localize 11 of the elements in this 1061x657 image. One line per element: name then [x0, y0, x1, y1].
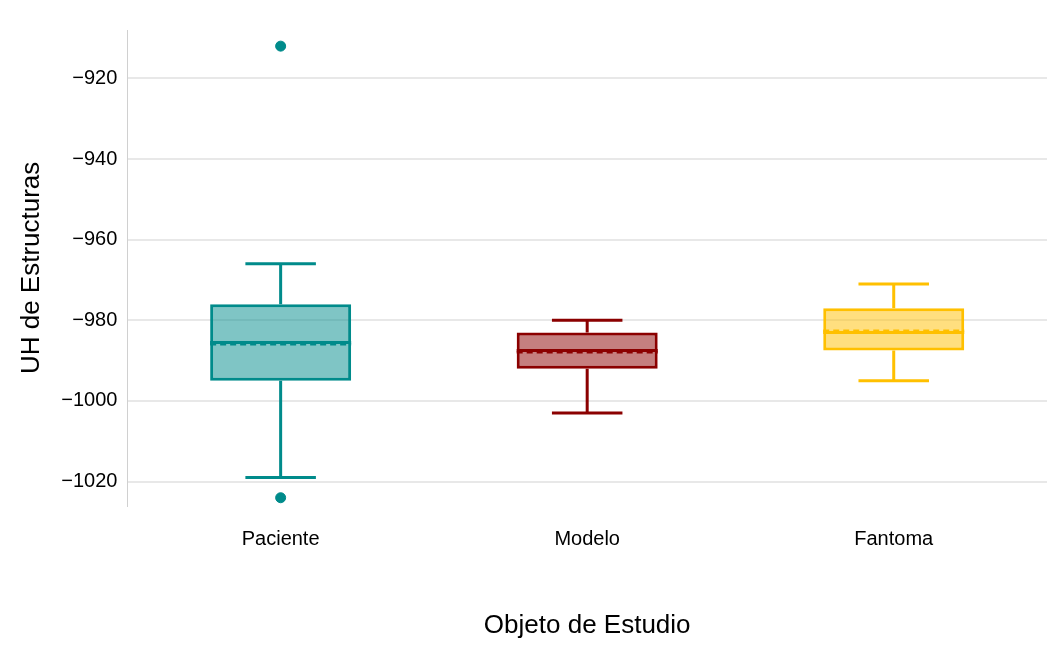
y-tick-label: −980 [72, 307, 118, 330]
x-axis-title: Objeto de Estudio [483, 608, 691, 639]
y-tick-label: −1000 [61, 388, 118, 411]
x-tick-label: Paciente [241, 527, 320, 550]
x-tick-label: Fantoma [854, 527, 935, 550]
x-tick-label: Modelo [554, 527, 620, 550]
y-tick-label: −940 [72, 146, 118, 169]
y-axis-title: UH de Estructuras [14, 161, 45, 375]
y-tick-label: −920 [72, 65, 118, 88]
y-tick-label: −960 [72, 227, 118, 250]
y-tick-label: −1020 [61, 469, 118, 492]
